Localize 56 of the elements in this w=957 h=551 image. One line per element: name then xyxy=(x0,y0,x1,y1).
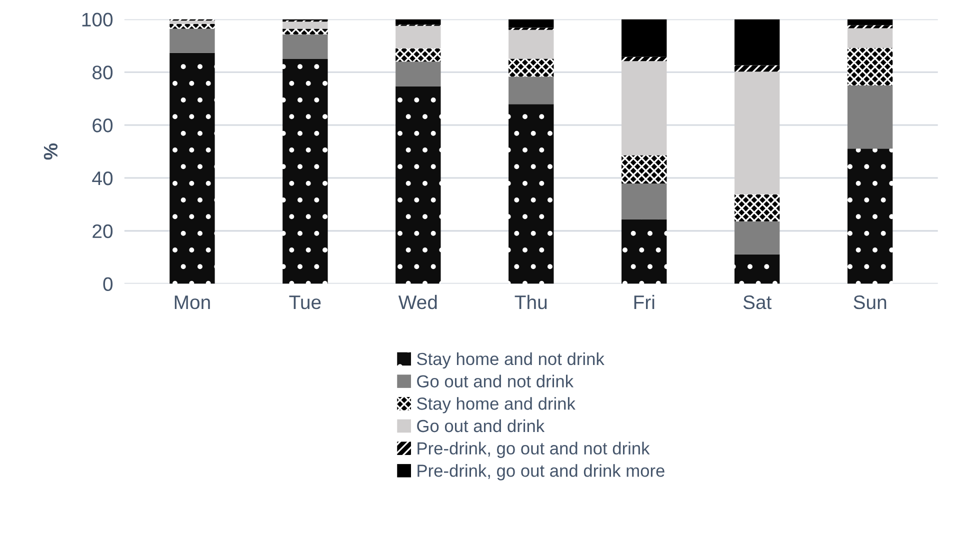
y-tick-label: 60 xyxy=(92,118,113,132)
legend-label: Pre-drink, go out and not drink xyxy=(418,442,650,458)
bar xyxy=(734,19,780,66)
y-tick-label: 40 xyxy=(92,171,113,186)
bar xyxy=(734,254,780,284)
bar xyxy=(847,28,893,48)
bar xyxy=(847,48,893,86)
x-tick-label: Wed xyxy=(398,294,437,310)
bar xyxy=(508,19,554,28)
legend-label: Stay home and not drink xyxy=(417,352,604,369)
y-axis-title: % xyxy=(44,143,58,160)
legend-label: Go out and not drink xyxy=(417,374,574,388)
bar xyxy=(847,25,893,28)
bar xyxy=(282,28,328,34)
bar xyxy=(508,76,554,104)
bar xyxy=(170,28,215,53)
bar xyxy=(622,184,667,220)
x-tick-label: Sun xyxy=(854,295,886,310)
bar xyxy=(847,19,893,26)
bar xyxy=(508,104,554,284)
x-tick-label: Fri xyxy=(634,294,654,309)
bar xyxy=(734,72,780,194)
bar xyxy=(170,24,215,29)
bar xyxy=(734,194,780,222)
bar xyxy=(508,30,554,59)
bar xyxy=(396,19,441,25)
legend-label: Pre-drink, go out and drink more xyxy=(418,464,664,480)
y-tick-label: 80 xyxy=(92,66,113,80)
bar xyxy=(396,48,441,62)
legend-label: Stay home and drink xyxy=(417,397,576,414)
bar xyxy=(847,148,893,284)
bar xyxy=(396,62,441,86)
x-tick-label: Sat xyxy=(743,295,772,310)
legend-label: Go out and drink xyxy=(417,419,545,432)
bar xyxy=(734,221,780,254)
bar xyxy=(396,26,441,48)
bar xyxy=(622,155,667,184)
y-tick-label: 20 xyxy=(92,224,113,238)
y-tick-label: 0 xyxy=(103,277,113,291)
x-tick-label: Mon xyxy=(174,296,210,310)
bar xyxy=(282,22,328,29)
bar xyxy=(622,61,667,156)
bar xyxy=(508,58,554,77)
bar xyxy=(282,58,328,284)
y-tick-label: 100 xyxy=(82,12,113,27)
bar xyxy=(622,19,667,57)
x-tick-label: Tue xyxy=(289,296,321,310)
bar xyxy=(622,219,667,284)
bar xyxy=(396,86,441,284)
bar xyxy=(622,56,667,62)
bar xyxy=(170,52,215,284)
bar xyxy=(847,85,893,149)
bar xyxy=(170,20,215,24)
bar xyxy=(282,34,328,59)
x-tick-label: Thu xyxy=(514,294,547,310)
bar xyxy=(734,65,780,72)
